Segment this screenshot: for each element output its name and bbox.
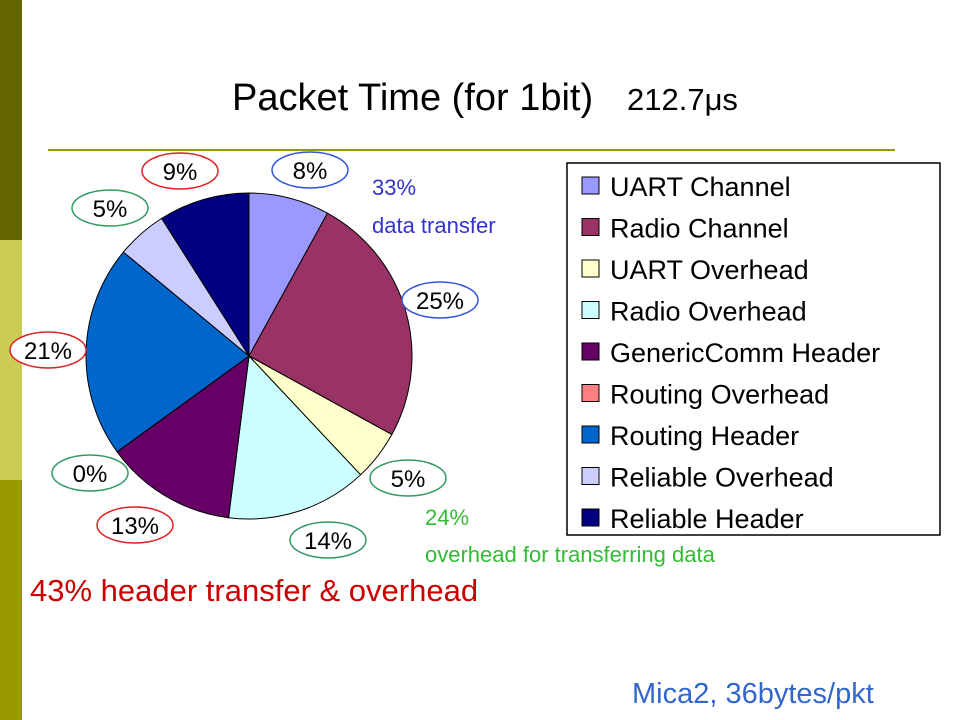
- data-label: 25%: [416, 288, 464, 315]
- side-stripe: [0, 480, 22, 720]
- side-stripe: [0, 0, 22, 240]
- label-outline: [271, 151, 349, 189]
- pie-slice: [116, 354, 250, 519]
- label-outline: [369, 459, 447, 497]
- legend-swatch: [581, 259, 600, 278]
- title-value: 212.7μs: [627, 82, 738, 117]
- pie-slice: [160, 192, 250, 358]
- data-label: 0%: [73, 461, 108, 488]
- data-label: 5%: [391, 466, 426, 493]
- label-outline: [51, 454, 129, 492]
- legend-label: Reliable Overhead: [610, 463, 834, 493]
- annotation: 33%: [372, 175, 416, 200]
- legend-swatch: [581, 301, 600, 319]
- annotation: 24%: [425, 505, 469, 530]
- legend-swatch: [581, 176, 600, 195]
- annotation: overhead for transferring data: [425, 542, 716, 567]
- pie-slice: [248, 212, 413, 436]
- data-label: 13%: [111, 513, 159, 540]
- legend-label: UART Channel: [610, 172, 791, 202]
- legend-swatch: [581, 508, 600, 527]
- legend-label: Routing Overhead: [610, 380, 829, 410]
- legend-swatch: [581, 384, 600, 402]
- label-outline: [141, 152, 219, 190]
- annotation: 43% header transfer & overhead: [30, 573, 478, 608]
- side-stripe: [0, 240, 22, 480]
- legend-label: Routing Header: [610, 421, 799, 451]
- legend-label: Radio Overhead: [610, 297, 807, 327]
- data-label: 5%: [93, 196, 128, 223]
- legend-swatch: [581, 467, 600, 485]
- label-outline: [289, 521, 367, 559]
- label-outline: [71, 189, 149, 227]
- data-label: 9%: [163, 159, 198, 186]
- data-label: 21%: [24, 338, 72, 365]
- legend-label: GenericComm Header: [610, 338, 880, 368]
- legend-box: [566, 162, 941, 536]
- data-label: 8%: [293, 158, 328, 185]
- chart-title: Packet Time (for 1bit): [232, 77, 593, 119]
- annotation: Mica2, 36bytes/pkt: [632, 678, 874, 710]
- legend-label: Reliable Header: [610, 504, 804, 534]
- legend-label: Radio Channel: [610, 214, 789, 244]
- label-outline: [401, 281, 479, 319]
- annotation: data transfer: [372, 213, 496, 238]
- label-outline: [96, 506, 174, 544]
- legend-swatch: [581, 425, 600, 444]
- label-outline: [9, 331, 87, 369]
- pie-slice: [228, 354, 362, 520]
- legend-swatch: [581, 218, 600, 236]
- legend-label: UART Overhead: [610, 255, 809, 285]
- legend-swatch: [581, 342, 600, 361]
- data-label: 14%: [304, 528, 352, 555]
